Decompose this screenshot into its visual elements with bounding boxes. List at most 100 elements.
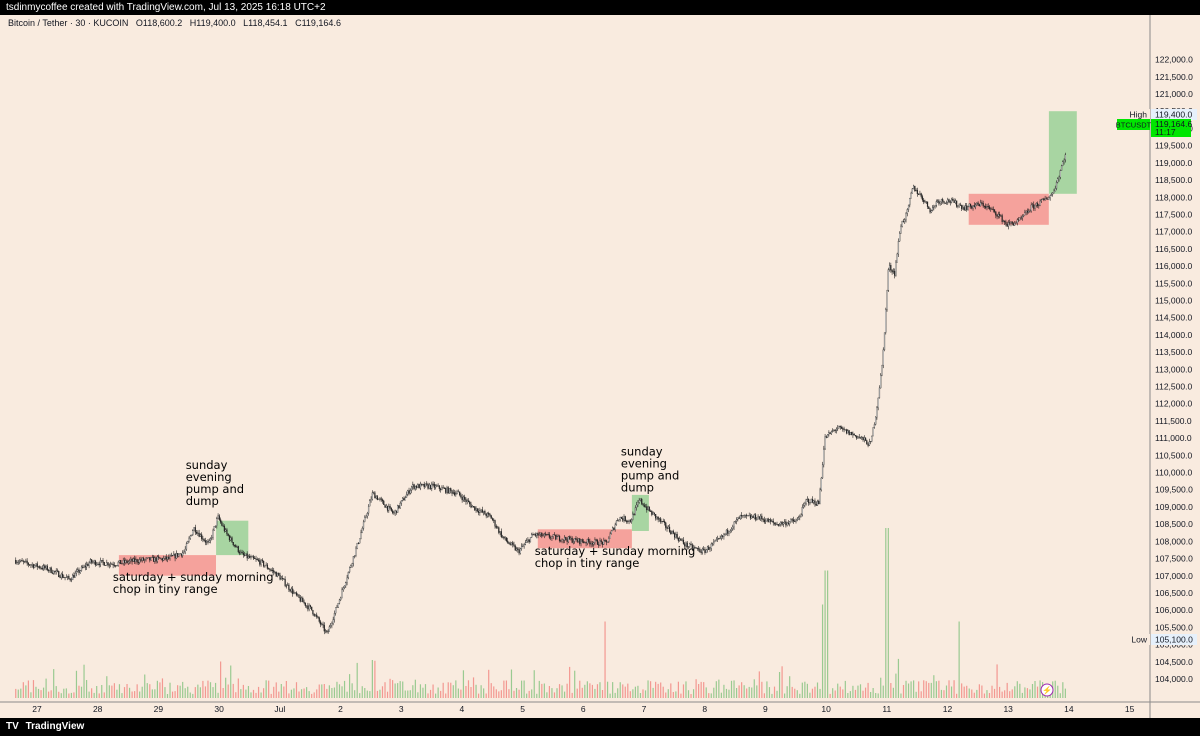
volume-bar (569, 666, 571, 698)
candle-body (1020, 217, 1022, 219)
volume-bar (346, 691, 348, 698)
candle-body (48, 569, 50, 571)
candle-body (819, 489, 821, 505)
volume-bar (1054, 680, 1056, 698)
volume-bar (842, 689, 844, 698)
candle-body (252, 556, 255, 559)
candle-body (1030, 204, 1032, 212)
candle-body (135, 559, 137, 562)
volume-bar (738, 685, 740, 698)
volume-bar (376, 690, 379, 698)
candle-body (274, 572, 276, 574)
candle-body (1021, 216, 1023, 219)
volume-bar (596, 684, 599, 698)
candle-body (83, 565, 85, 568)
candle-body (906, 209, 908, 214)
volume-bar (498, 691, 500, 698)
candle-body (692, 547, 695, 549)
candle-body (188, 538, 190, 542)
candle-body (828, 432, 830, 435)
candle-body (543, 533, 545, 536)
candle-body (217, 515, 219, 519)
candle-body (601, 541, 604, 545)
candle-body (876, 407, 878, 418)
candle-body (398, 505, 400, 508)
volume-bar (983, 693, 986, 698)
volume-bar (642, 689, 644, 698)
price-tick-label: 112,000.0 (1155, 399, 1192, 409)
volume-bar (445, 693, 447, 698)
candle-body (541, 532, 543, 537)
price-tick-label: 116,000.0 (1155, 261, 1192, 271)
volume-bar (343, 680, 346, 698)
candle-body (93, 560, 95, 563)
candle-body (524, 542, 526, 545)
candle-body (596, 540, 599, 545)
volume-bar (435, 693, 437, 698)
candle-body (238, 551, 241, 554)
volume-bar (328, 685, 330, 698)
candle-body (595, 539, 597, 541)
candle-body (151, 556, 153, 558)
candle-body (907, 204, 910, 210)
volume-bar (151, 689, 153, 698)
candle-body (704, 549, 706, 553)
candle-body (1002, 220, 1004, 222)
volume-bar (1004, 690, 1006, 698)
volume-bar (37, 688, 40, 698)
candle-body (1034, 204, 1036, 209)
candle-body (183, 551, 185, 553)
candle-body (792, 519, 795, 522)
price-tick-label: 121,000.0 (1155, 89, 1193, 99)
time-axis[interactable]: 27 28 29 30 Jul 2 3 4 5 6 7 8 9 10 11 12 13 14 15 (32, 704, 1134, 714)
candle-body (470, 503, 472, 508)
volume-bar (940, 689, 943, 698)
candle-body (351, 563, 353, 566)
volume-bar (584, 684, 586, 698)
candle-body (165, 556, 167, 560)
volume-bar (237, 678, 239, 698)
candle-body (882, 349, 884, 366)
volume-bar (682, 684, 685, 698)
candle-body (1000, 215, 1002, 217)
candle-body (434, 485, 437, 488)
candle-body (347, 571, 349, 579)
candle-body (1012, 223, 1015, 226)
volume-bar (698, 684, 700, 698)
candle-body (823, 448, 825, 465)
candle-body (356, 542, 358, 549)
candle-body (586, 538, 588, 544)
candle-body (233, 544, 236, 546)
candle-body (1049, 195, 1051, 198)
candle-body (844, 429, 846, 431)
volume-bar (63, 688, 65, 698)
candle-body (490, 515, 492, 519)
volume-bar (144, 674, 146, 698)
candle-body (394, 510, 396, 514)
candle-body (346, 577, 348, 583)
candle-body (561, 539, 563, 542)
volume-bar (907, 683, 910, 698)
candle-body (913, 185, 915, 189)
green-range-box (1048, 111, 1077, 194)
candle-body (987, 206, 989, 208)
candle-body (1063, 159, 1065, 162)
candle-body (808, 498, 810, 504)
candle-body (682, 539, 685, 544)
candle-body (431, 483, 433, 489)
candle-body (75, 571, 78, 574)
volume-bar (528, 690, 530, 698)
time-tick-label: 14 (1064, 704, 1074, 714)
candle-body (931, 207, 934, 211)
candle-body (744, 514, 747, 516)
candle-body (321, 623, 323, 625)
candle-body (132, 558, 134, 562)
lightning-icon[interactable] (1040, 683, 1054, 697)
candle-body (1045, 198, 1047, 200)
candle-body (890, 265, 892, 271)
price-axis[interactable]: 104,000.0104,500.0105,000.0105,500.0106,… (1155, 55, 1193, 684)
volume-bar (637, 685, 639, 698)
candle-body (537, 533, 539, 536)
candle-body (1054, 188, 1056, 192)
